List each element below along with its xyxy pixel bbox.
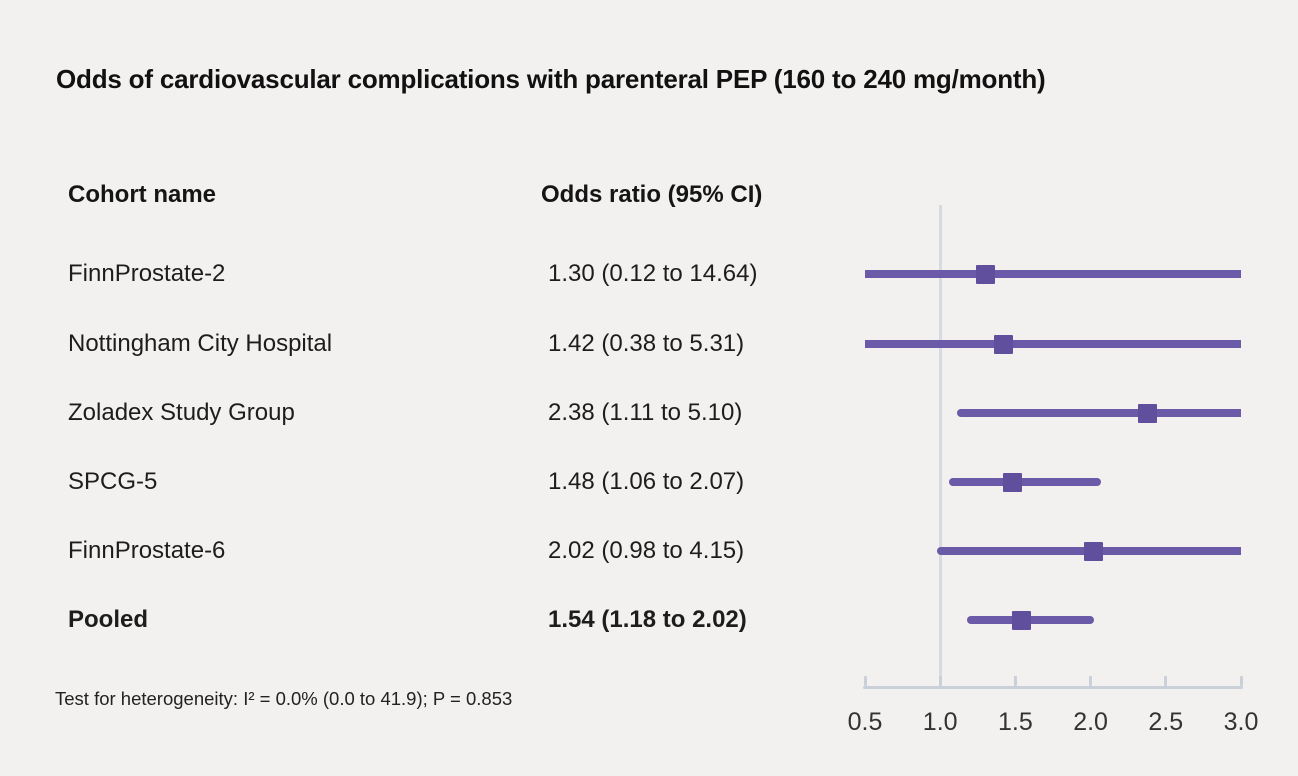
x-axis-tick-label: 2.0	[1073, 708, 1108, 736]
x-axis-tick	[938, 676, 942, 686]
reference-line	[938, 205, 942, 687]
x-axis-tick-label: 2.5	[1148, 708, 1184, 736]
column-header-cohort: Cohort name	[68, 181, 217, 208]
x-axis-tick	[1013, 676, 1017, 686]
estimate-marker	[1138, 403, 1158, 423]
odds-ratio-value: 1.30 (0.12 to 14.64)	[548, 260, 758, 287]
x-axis-tick-label: 1.0	[922, 708, 958, 736]
x-axis-tick	[1089, 676, 1093, 686]
x-axis-tick	[863, 676, 867, 686]
estimate-marker	[993, 334, 1013, 354]
odds-ratio-value: 1.48 (1.06 to 2.07)	[548, 468, 745, 495]
estimate-marker	[1002, 472, 1022, 492]
x-axis-tick-label: 1.5	[998, 708, 1033, 736]
cohort-name: Nottingham City Hospital	[68, 330, 333, 357]
confidence-interval-line	[865, 270, 1241, 278]
estimate-marker	[1084, 541, 1104, 561]
estimate-marker	[975, 264, 995, 284]
odds-ratio-value: 2.38 (1.11 to 5.10)	[548, 399, 743, 426]
cohort-name: FinnProstate-6	[68, 537, 226, 564]
x-axis-line	[863, 686, 1243, 689]
cohort-name: Pooled	[68, 606, 149, 633]
confidence-interval-line	[865, 340, 1241, 348]
heterogeneity-note: Test for heterogeneity: I² = 0.0% (0.0 t…	[55, 688, 513, 709]
cohort-name: Zoladex Study Group	[68, 399, 295, 426]
cohort-name: FinnProstate-2	[68, 260, 226, 287]
estimate-marker	[1011, 610, 1031, 630]
x-axis-tick	[1239, 676, 1243, 686]
column-header-odds-ratio: Odds ratio (95% CI)	[541, 181, 763, 208]
x-axis-tick	[1164, 676, 1168, 686]
odds-ratio-value: 1.54 (1.18 to 2.02)	[548, 606, 747, 633]
chart-title: Odds of cardiovascular complications wit…	[56, 64, 1046, 94]
odds-ratio-value: 1.42 (0.38 to 5.31)	[548, 330, 745, 357]
x-axis-tick-label: 0.5	[847, 708, 883, 736]
confidence-interval-line	[956, 409, 1241, 417]
odds-ratio-value: 2.02 (0.98 to 4.15)	[548, 537, 745, 564]
confidence-interval-line	[949, 478, 1102, 486]
cohort-name: SPCG-5	[68, 468, 158, 495]
x-axis-tick-label: 3.0	[1223, 708, 1259, 736]
